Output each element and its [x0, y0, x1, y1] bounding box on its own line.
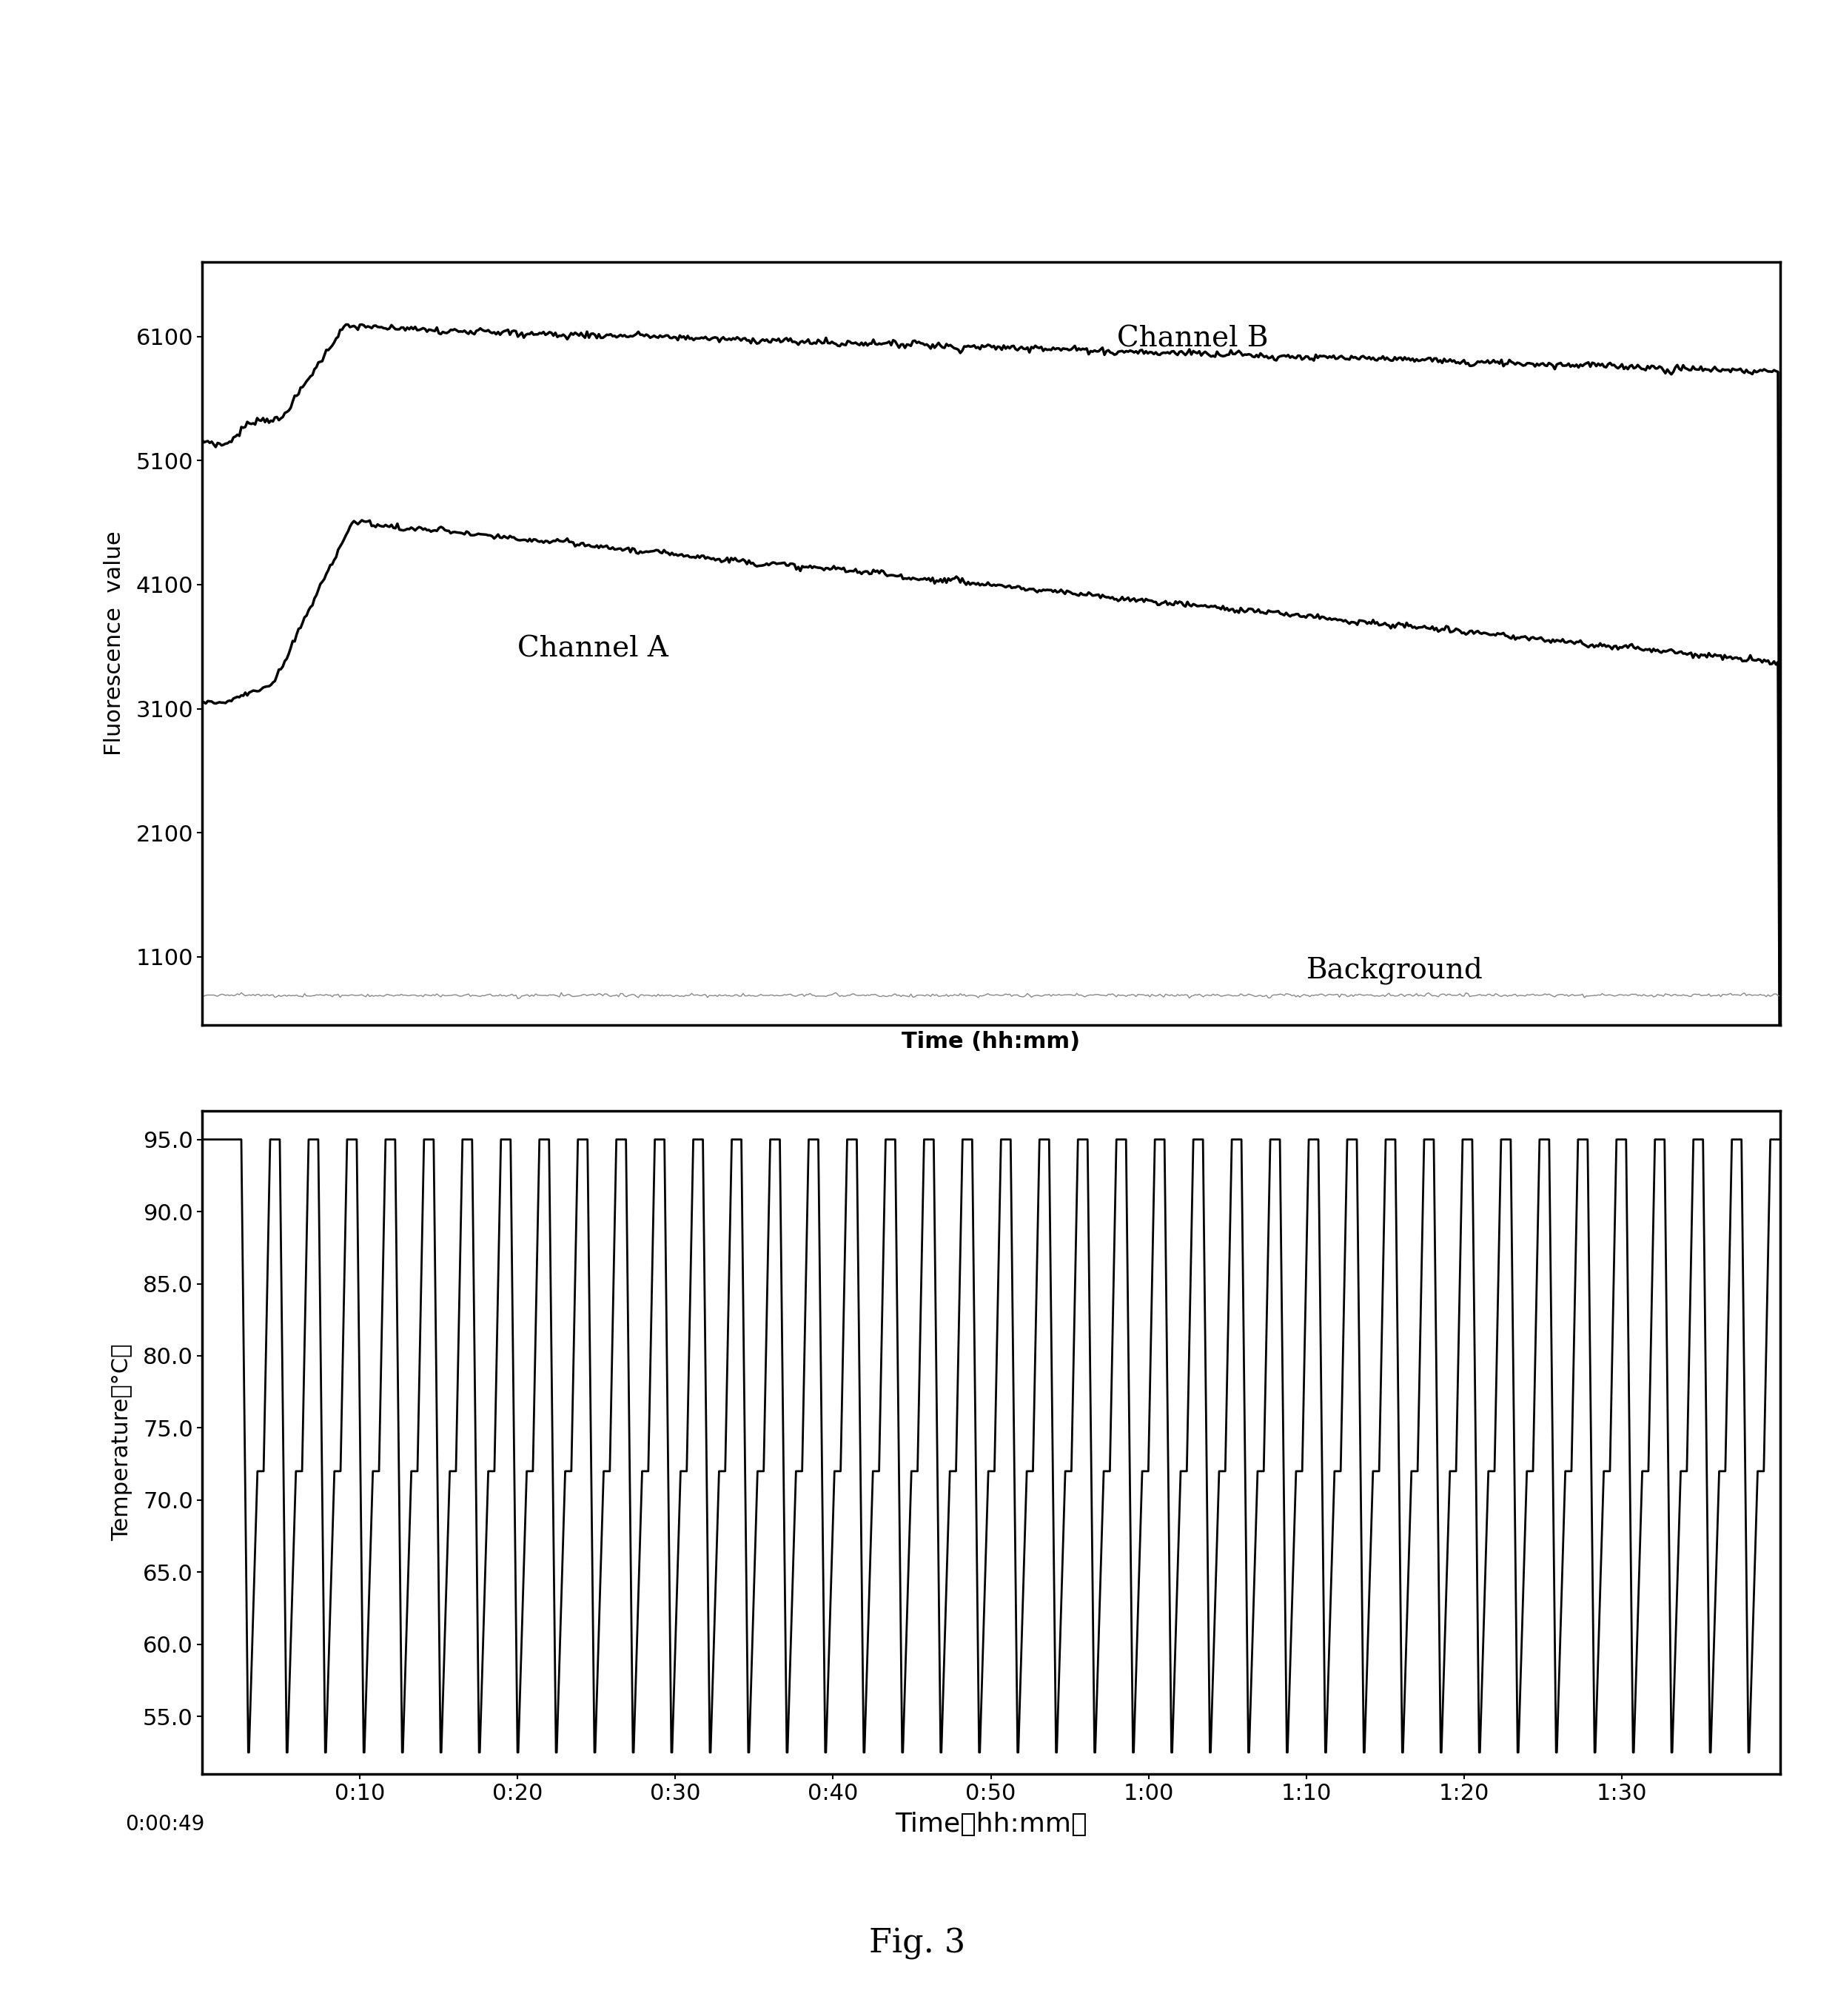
Text: Time（hh:mm）: Time（hh:mm） [895, 1812, 1086, 1837]
Text: Background: Background [1307, 956, 1483, 984]
Text: 0:00:49: 0:00:49 [125, 1814, 206, 1835]
Text: Channel A: Channel A [517, 635, 668, 663]
Text: Channel B: Channel B [1118, 325, 1268, 353]
Text: Fig. 3: Fig. 3 [870, 1927, 965, 1960]
Y-axis label: Fluorescence  value: Fluorescence value [105, 530, 125, 756]
Y-axis label: Temperature（°C）: Temperature（°C） [112, 1345, 132, 1540]
X-axis label: Time (hh:mm): Time (hh:mm) [901, 1032, 1081, 1052]
